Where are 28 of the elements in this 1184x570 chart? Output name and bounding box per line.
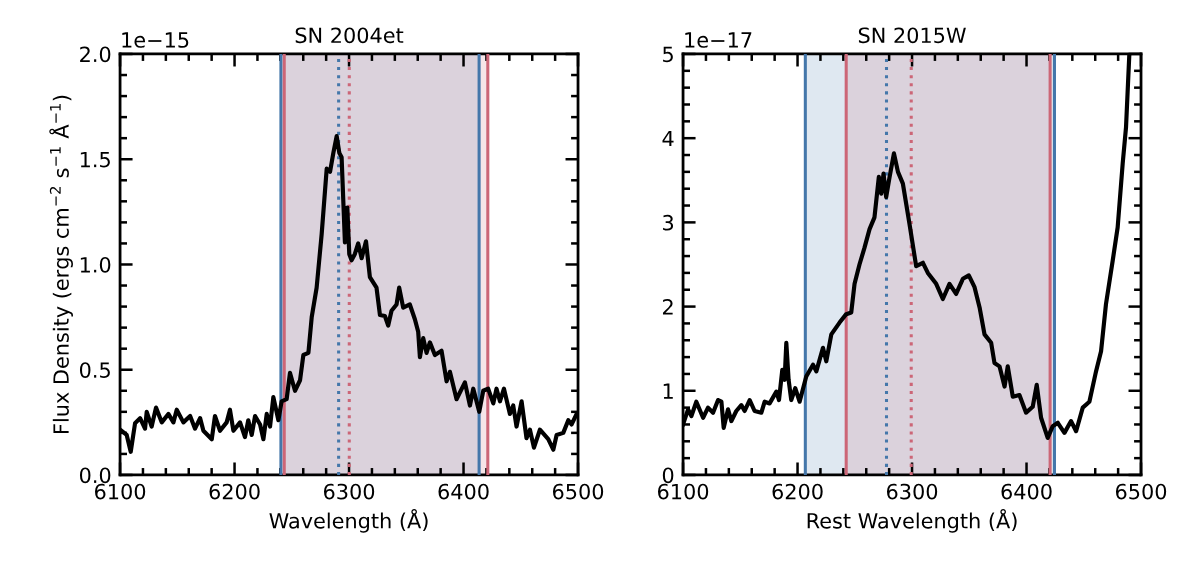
y-tick-label: 0 [662, 467, 674, 484]
y-tick-label: 1.5 [80, 151, 110, 168]
x-tick-label: 6500 [552, 483, 604, 500]
x-tick-label: 6100 [657, 483, 709, 500]
x-tick-label: 6500 [1115, 483, 1167, 500]
x-tick-label: 6300 [323, 483, 375, 500]
chart-title: SN 2015W [858, 27, 966, 44]
y-tick-label: 0.0 [79, 467, 111, 484]
x-tick-label: 6200 [772, 483, 823, 500]
y-tick-label: 2.0 [80, 46, 111, 63]
y-tick-label: 4 [662, 130, 674, 147]
chart-title: SN 2004et [295, 27, 404, 44]
y-axis-title: Flux Density (ergs cm$^{−2}$ s$^{−1}$ Å$^{−1}$) [49, 95, 73, 433]
x-tick-label: 6300 [886, 483, 938, 500]
x-tick-label: 6100 [95, 483, 146, 500]
x-axis-title: Rest Wavelength (Å) [807, 509, 1017, 533]
y-tick-label: 1 [663, 383, 673, 399]
y-tick-label: 1.0 [80, 256, 111, 273]
text: 1e−15 [122, 32, 189, 48]
x-axis-title: Wavelength (Å) [269, 509, 428, 533]
y-tick-label: 0.5 [79, 362, 110, 378]
x-tick-label: 6200 [209, 483, 260, 500]
text: 1e−17 [685, 32, 752, 48]
y-tick-label: 3 [663, 214, 674, 231]
x-tick-label: 6400 [438, 483, 489, 500]
x-tick-label: 6400 [1001, 483, 1052, 500]
y-tick-label: 5 [663, 46, 673, 63]
y-tick-label: 2 [662, 299, 673, 315]
